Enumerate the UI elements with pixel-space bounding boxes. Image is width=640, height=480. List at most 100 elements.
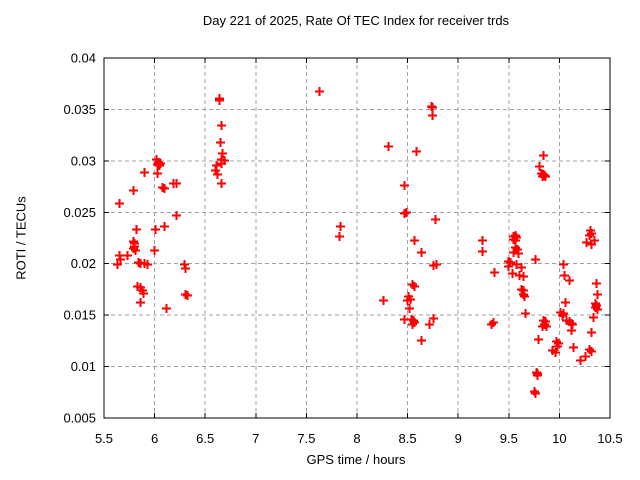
data-point-marker <box>512 233 521 242</box>
data-point-marker <box>143 260 152 269</box>
data-point-marker <box>150 246 159 255</box>
data-point-marker <box>412 147 421 156</box>
data-point-marker <box>220 156 229 165</box>
data-point-marker <box>132 225 141 234</box>
data-point-marker <box>508 269 517 278</box>
data-point-marker <box>136 298 145 307</box>
y-tick-label: 0.025 <box>63 205 96 220</box>
plot-border <box>103 57 611 419</box>
x-tick-label: 10.5 <box>597 431 622 446</box>
data-point-marker <box>593 290 602 299</box>
data-point-marker <box>217 121 226 130</box>
data-point-marker <box>408 280 417 289</box>
data-point-marker <box>554 339 563 348</box>
data-point-marker <box>181 264 190 273</box>
data-point-marker <box>512 260 521 269</box>
data-point-marker <box>565 276 574 285</box>
data-point-marker <box>172 211 181 220</box>
data-point-marker <box>535 162 544 171</box>
data-point-marker <box>431 215 440 224</box>
data-point-marker <box>379 296 388 305</box>
grid-lines <box>104 58 610 418</box>
data-point-marker <box>593 305 602 314</box>
data-point-marker <box>218 149 227 158</box>
data-point-marker <box>417 248 426 257</box>
data-point-marker <box>139 289 148 298</box>
data-point-marker <box>183 291 192 300</box>
data-point-marker <box>428 103 437 112</box>
data-point-marker <box>551 348 560 357</box>
data-point-marker <box>517 263 526 272</box>
data-point-marker <box>153 169 162 178</box>
data-point-marker <box>113 260 122 269</box>
data-point-marker <box>432 260 441 269</box>
data-point-marker <box>131 246 140 255</box>
data-point-marker <box>335 232 344 241</box>
data-point-marker <box>587 229 596 238</box>
data-point-marker <box>172 179 181 188</box>
data-point-marker <box>402 208 411 217</box>
data-point-marker <box>490 268 499 277</box>
data-point-marker <box>519 272 528 281</box>
data-point-marker <box>410 282 419 291</box>
data-point-marker <box>569 343 578 352</box>
data-point-marker <box>417 336 426 345</box>
data-point-marker <box>489 318 498 327</box>
data-point-marker <box>559 309 568 318</box>
data-point-marker <box>478 236 487 245</box>
data-point-marker <box>156 159 165 168</box>
data-point-marker <box>162 304 171 313</box>
data-point-marker <box>520 292 529 301</box>
x-tick-label: 10 <box>552 431 566 446</box>
x-tick-label: 7.5 <box>297 431 315 446</box>
data-point-marker <box>542 322 551 331</box>
x-tick-label: 7 <box>252 431 259 446</box>
x-tick-label: 9 <box>455 431 462 446</box>
data-point-marker <box>212 161 221 170</box>
data-point-marker <box>410 236 419 245</box>
data-point-marker <box>151 225 160 234</box>
x-tick-label: 8.5 <box>399 431 417 446</box>
data-point-marker <box>561 298 570 307</box>
data-point-marker <box>213 170 222 179</box>
data-point-marker <box>568 320 577 329</box>
data-point-marker <box>425 320 434 329</box>
data-point-marker <box>315 87 324 96</box>
data-point-marker <box>560 271 569 280</box>
data-point-marker <box>539 151 548 160</box>
data-point-marker <box>582 238 591 247</box>
data-point-marker <box>410 318 419 327</box>
data-point-marker <box>587 328 596 337</box>
data-point-marker <box>534 335 543 344</box>
data-point-marker <box>116 255 125 264</box>
data-point-marker <box>576 356 585 365</box>
data-point-marker <box>533 371 542 380</box>
data-point-marker <box>581 352 590 361</box>
data-point-marker <box>541 172 550 181</box>
data-point-marker <box>506 258 515 267</box>
data-point-marker <box>336 222 345 231</box>
data-point-marker <box>531 255 540 264</box>
data-point-marker <box>428 111 437 120</box>
x-axis-label: GPS time / hours <box>306 452 406 467</box>
x-tick-label: 6 <box>151 431 158 446</box>
data-point-marker <box>559 260 568 269</box>
data-point-marker <box>589 313 598 322</box>
data-point-marker <box>115 199 124 208</box>
y-tick-label: 0.02 <box>71 256 96 271</box>
data-point-marker <box>531 389 540 398</box>
data-point-marker <box>140 168 149 177</box>
data-point-marker <box>160 222 169 231</box>
data-point-marker <box>478 247 487 256</box>
data-point-marker <box>487 320 496 329</box>
data-point-marker <box>400 181 409 190</box>
x-tick-label: 8 <box>353 431 360 446</box>
data-point-marker <box>216 138 225 147</box>
data-point-marker <box>405 304 414 313</box>
y-tick-labels: 0.005 0.01 0.015 0.02 0.025 0.03 0.035 0.04 <box>63 51 96 426</box>
axis-ticks <box>103 57 611 419</box>
data-point-marker <box>406 295 415 304</box>
y-tick-label: 0.04 <box>71 51 96 66</box>
